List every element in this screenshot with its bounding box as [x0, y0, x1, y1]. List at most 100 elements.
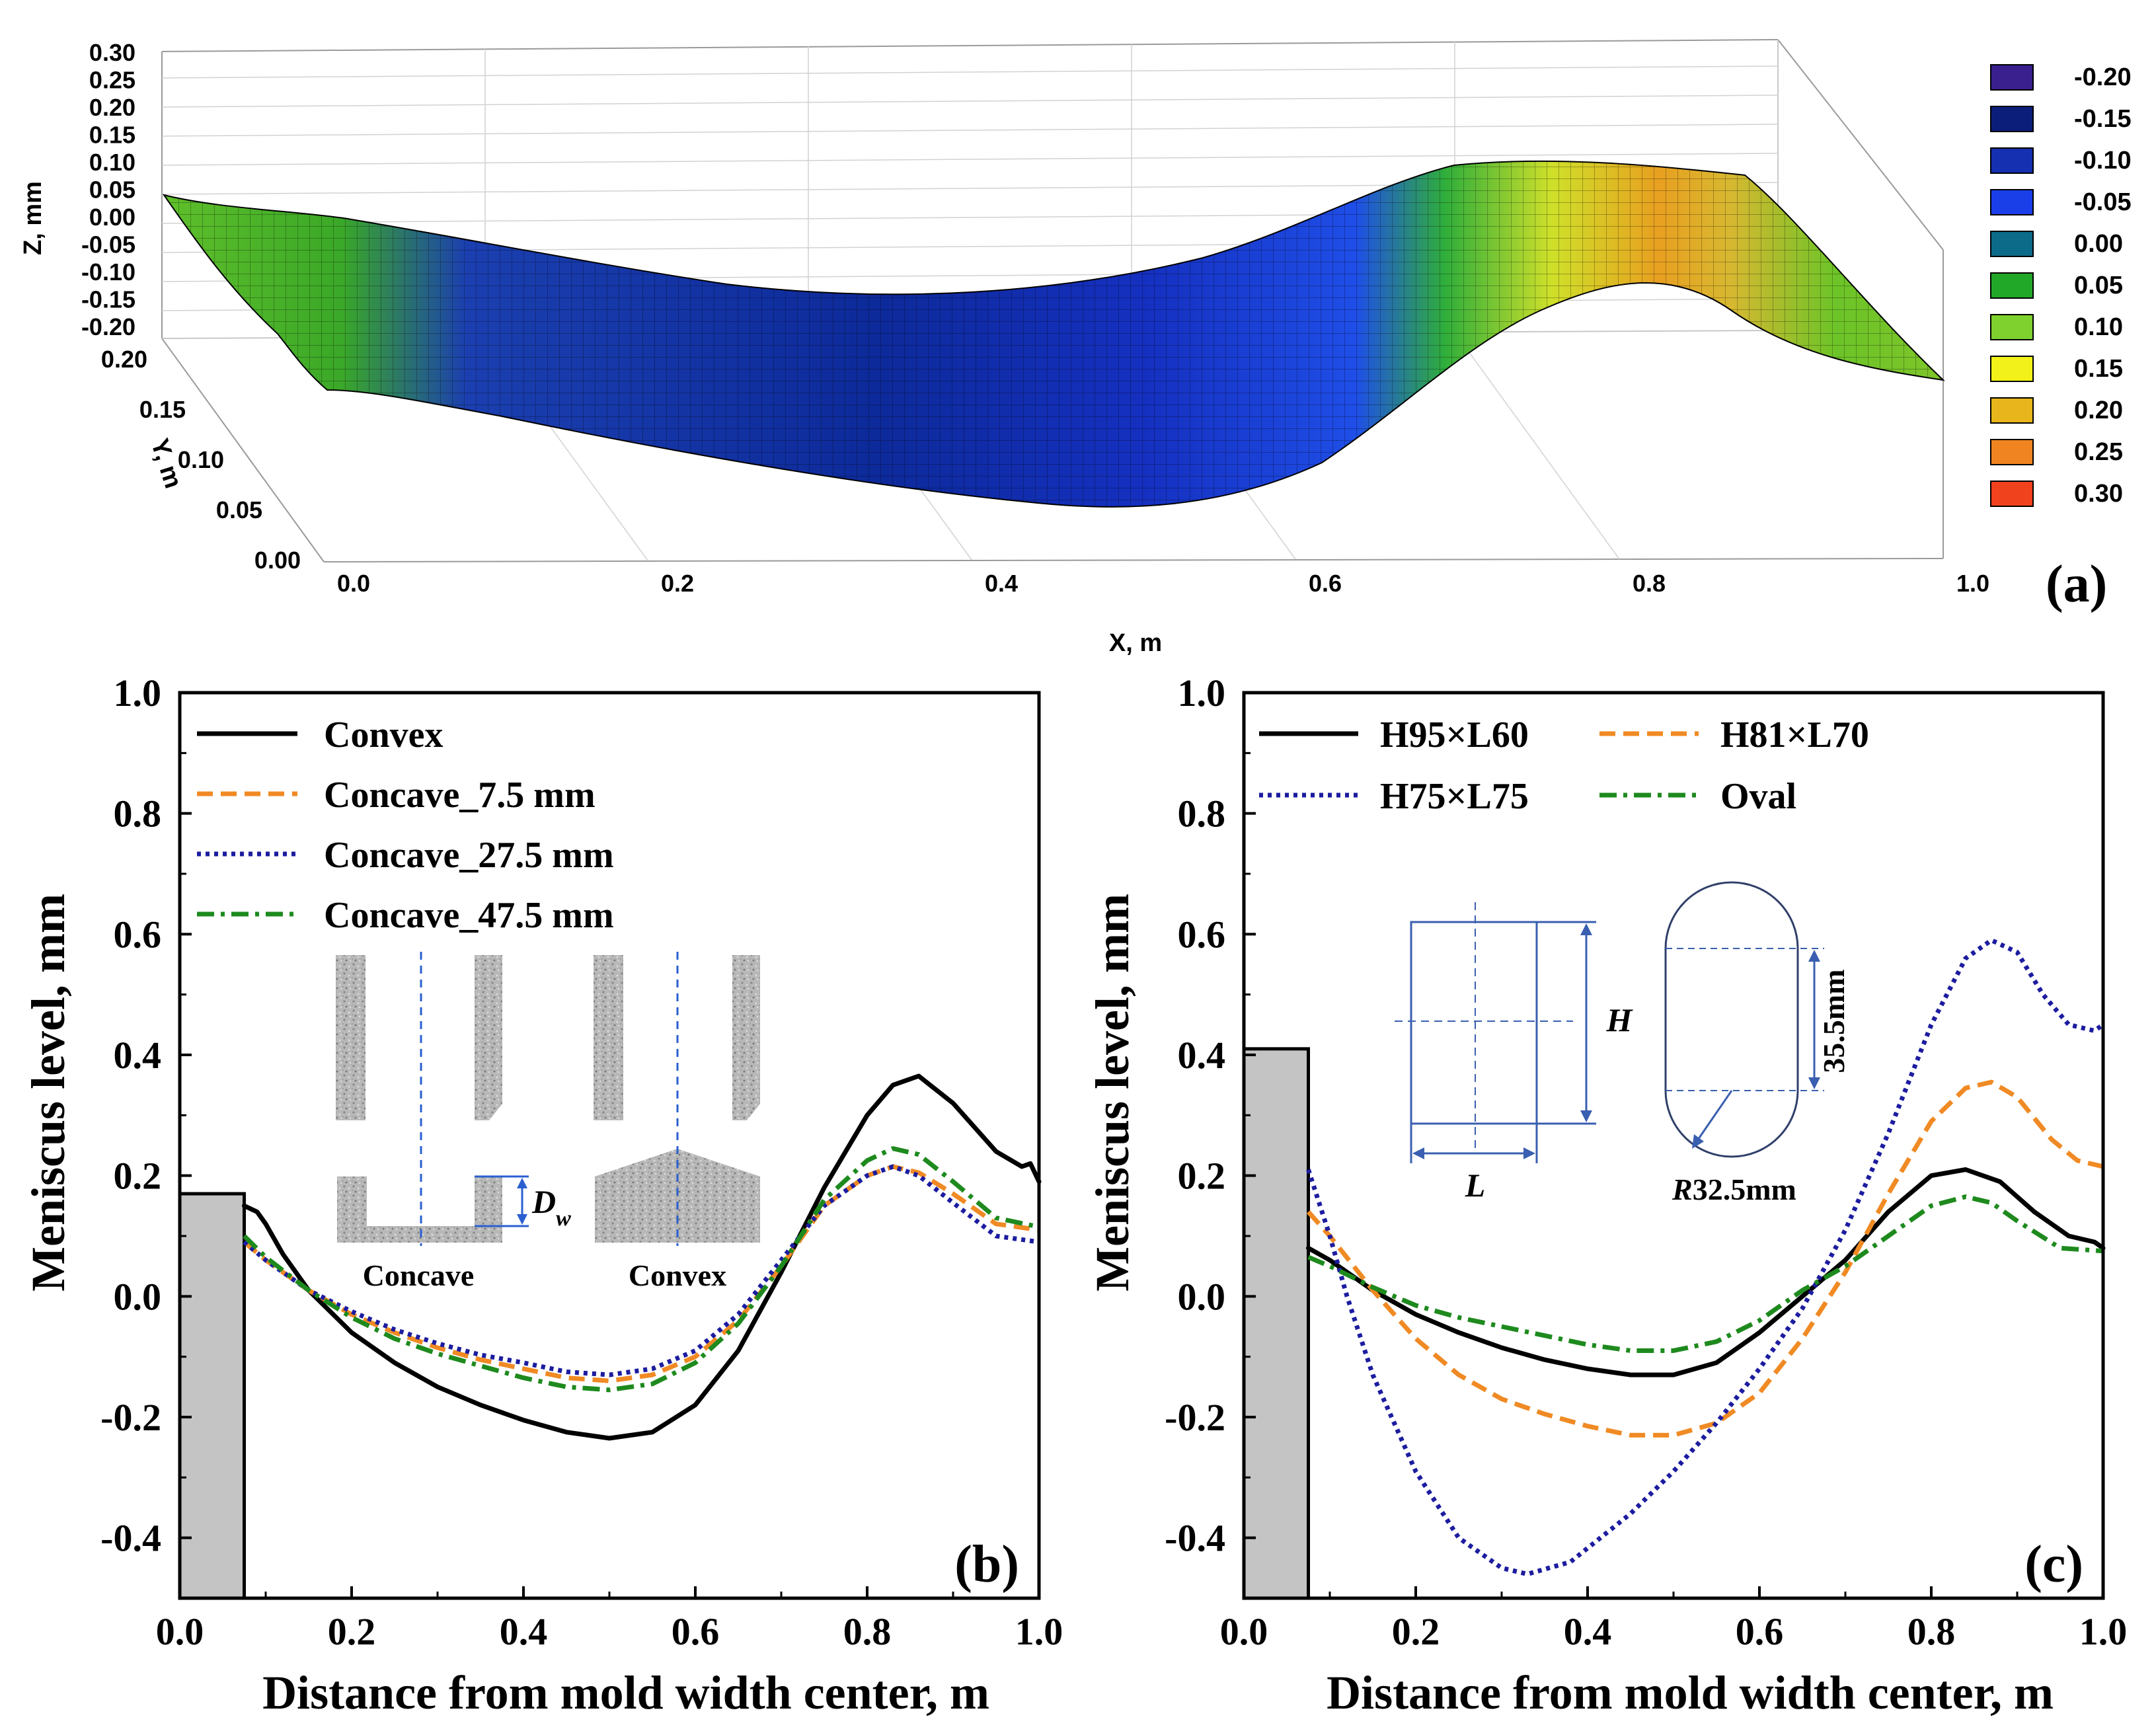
- x-tick-label: 0.6: [1309, 570, 1342, 597]
- panel-a-x-ticks: 0.0 0.2 0.4 0.6 0.8 1.0: [337, 570, 1989, 597]
- y-tick-label: 1.0: [1178, 672, 1226, 714]
- plot-frame: [1242, 691, 2105, 1600]
- y-tick-label: 0.8: [1178, 792, 1226, 835]
- meniscus-surface-mesh: [164, 161, 1943, 507]
- radius-label: R32.5mm: [1672, 1173, 1796, 1206]
- z-tick-label: -0.10: [81, 258, 135, 286]
- y-tick-label: 0.05: [216, 496, 262, 523]
- x-tick-label: 1.0: [1956, 570, 1989, 597]
- x-tick-label: 0.2: [1392, 1610, 1440, 1653]
- rect-port-shape: [1410, 921, 1538, 1125]
- z-tick-label: 0.30: [89, 39, 135, 66]
- L-label: L: [1465, 1167, 1486, 1204]
- y-tick-label: 0.10: [178, 446, 224, 473]
- y-tick-label: 0.00: [254, 547, 301, 574]
- y-tick-label: -0.2: [1165, 1396, 1225, 1439]
- z-tick-label: 0.15: [89, 122, 135, 149]
- dim-35-label: 35.5mm: [1817, 969, 1851, 1073]
- colorbar-label: 0.30: [2074, 480, 2123, 508]
- legend-label: Concave_7.5 mm: [324, 775, 596, 816]
- colorbar-label: 0.00: [2074, 230, 2123, 258]
- dw-label: Dw: [531, 1183, 571, 1231]
- panel-label: (b): [954, 1535, 1019, 1594]
- z-tick-label: 0.00: [89, 204, 135, 231]
- series-line: [1307, 1194, 2104, 1353]
- x-tick-label: 0.6: [1736, 1610, 1784, 1653]
- x-tick-label: 1.0: [2079, 1610, 2128, 1653]
- z-tick-label: -0.05: [81, 231, 135, 258]
- legend-label: Oval: [1720, 776, 1796, 817]
- colorbar-swatch: [1990, 439, 2034, 465]
- colorbar-swatch: [1990, 314, 2034, 340]
- x-tick-label: 0.8: [1907, 1610, 1956, 1653]
- series-line: [1306, 938, 2105, 1576]
- colorbar-swatch: [1990, 64, 2034, 91]
- panel-a-label: (a): [2046, 555, 2107, 613]
- y-tick-label: 0.4: [1178, 1034, 1226, 1077]
- x-axis-label: Distance from mold width center, m: [1327, 1666, 2054, 1719]
- concave-port: [337, 1176, 502, 1243]
- x-tick-label: 0.0: [337, 570, 370, 597]
- series-line: [243, 1164, 1040, 1383]
- concave-label: Concave: [363, 1258, 475, 1292]
- z-tick-label: -0.15: [81, 286, 135, 313]
- z-tick-label: 0.10: [89, 149, 135, 176]
- colorbar-label: -0.10: [2074, 147, 2132, 174]
- colorbar-label: 0.10: [2074, 313, 2123, 341]
- y-tick-label: 0.6: [114, 913, 162, 956]
- z-tick-label: 0.20: [89, 94, 135, 121]
- H-label: H: [1606, 1001, 1634, 1038]
- convex-wall-right: [732, 955, 760, 1120]
- panel-a-z-label: Z, mm: [19, 181, 47, 255]
- nozzle-bar: [1242, 1047, 1310, 1600]
- colorbar-label: -0.15: [2074, 105, 2132, 133]
- colorbar-swatch: [1990, 189, 2034, 215]
- colorbar-label: -0.05: [2074, 188, 2132, 216]
- colorbar-swatch: [1990, 147, 2034, 174]
- y-tick-label: -0.4: [1165, 1517, 1225, 1560]
- x-tick-label: 0.8: [1633, 570, 1666, 597]
- legend-label: H81×L70: [1720, 714, 1869, 755]
- x-tick-label: 0.0: [156, 1610, 204, 1653]
- panel-a-colorbar: -0.20 -0.15 -0.10 -0.05 0.00 0.05 0.10 0.15 0.20…: [1990, 63, 2132, 508]
- y-tick-label: -0.4: [100, 1517, 161, 1560]
- colorbar-label: 0.20: [2074, 397, 2123, 424]
- y-tick-label: 0.20: [101, 346, 147, 373]
- colorbar-swatch: [1990, 356, 2034, 382]
- y-tick-label: 0.0: [114, 1275, 162, 1318]
- y-tick-label: -0.2: [100, 1396, 161, 1439]
- panel-b-inset: Dw Concave Convex: [336, 952, 760, 1292]
- y-tick-label: 0.15: [139, 396, 186, 423]
- colorbar-swatch: [1990, 397, 2034, 424]
- y-tick-label: 0.0: [1178, 1275, 1226, 1318]
- y-tick-label: 0.6: [1178, 913, 1226, 956]
- x-axis-label: Distance from mold width center, m: [262, 1666, 989, 1719]
- colorbar-label: 0.05: [2074, 272, 2123, 299]
- z-tick-label: 0.05: [89, 176, 135, 204]
- plot-frame: [178, 691, 1041, 1600]
- panel-c-inset: [1395, 881, 1824, 1163]
- series-line: [1306, 1167, 2106, 1377]
- x-tick-label: 0.8: [843, 1610, 892, 1653]
- x-tick-label: 0.4: [500, 1610, 548, 1653]
- panel-c-line-chart: 0.0 0.2 0.4 0.6 0.8 1.0 1.0 0.8 0.6 0.4 0.2 0.0 -0.2…: [1086, 672, 2127, 1719]
- legend-label: Concave_27.5 mm: [324, 835, 614, 876]
- concave-wall-right: [475, 955, 502, 1120]
- panel-a-z-ticks: 0.300.250.200.150.100.050.00-0.05-0.10-0…: [81, 39, 135, 340]
- panel-a-x-label: X, m: [1109, 629, 1162, 657]
- colorbar-swatch: [1990, 106, 2034, 132]
- concave-wall-left: [336, 955, 366, 1120]
- panel-b-plot: 0.0 0.2 0.4 0.6 0.8 1.0 1.0 0.8 0.6 0.4 0.2 0.0 -0.2…: [22, 672, 1063, 1719]
- panel-b-line-chart: 0.0 0.2 0.4 0.6 0.8 1.0 1.0 0.8 0.6 0.4 0.2 0.0 -0.2…: [22, 672, 1063, 1719]
- y-tick-label: 0.2: [1178, 1155, 1226, 1198]
- convex-label: Convex: [629, 1258, 726, 1292]
- panel-c-plot: 0.0 0.2 0.4 0.6 0.8 1.0 1.0 0.8 0.6 0.4 0.2 0.0 -0.2…: [1086, 672, 2127, 1719]
- convex-wall-left: [594, 955, 623, 1120]
- colorbar-swatch: [1990, 481, 2034, 507]
- x-tick-label: 0.4: [1564, 1610, 1612, 1653]
- y-tick-label: 0.2: [114, 1155, 162, 1198]
- colorbar-swatch: [1990, 272, 2034, 299]
- series-line: [243, 1146, 1040, 1393]
- colorbar-label: 0.15: [2074, 355, 2123, 383]
